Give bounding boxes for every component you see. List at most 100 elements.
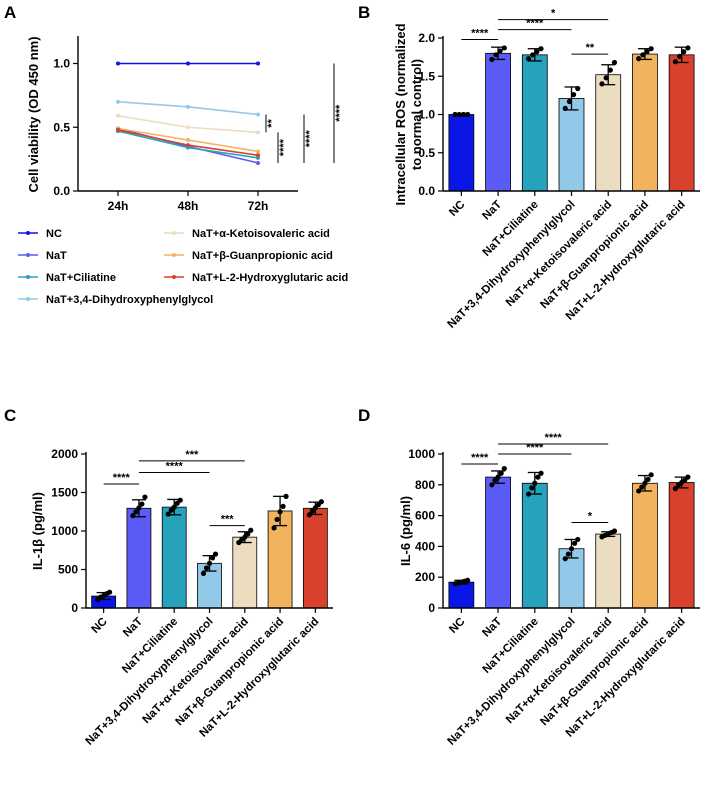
bar [595,74,622,192]
replicate-point [644,49,650,55]
replicate-point [248,527,254,533]
significance-label: ** [586,42,595,54]
bar [521,482,548,609]
replicate-point [611,59,618,66]
y-tick-label: 0.0 [53,184,70,198]
replicate-point [672,59,679,65]
bar [521,54,548,192]
replicate-point [529,485,535,491]
y-tick-label: 0.5 [418,146,435,160]
significance-label: **** [526,442,544,454]
y-tick-label: 0.0 [418,184,435,198]
replicate-point [130,513,136,519]
replicate-point [489,56,495,63]
legend-label: NaT+L-2-Hydroxyglutaric acid [192,272,348,284]
replicate-point [274,516,280,523]
replicate-point [565,551,571,557]
legend-marker [26,297,30,301]
panel-label-a: A [4,3,16,22]
replicate-point [575,85,581,92]
significance-label: **** [166,460,184,472]
significance-label: **** [545,432,563,444]
x-category-label: NC [447,616,467,636]
significance-label: **** [334,104,346,122]
y-axis-label-line: to normal control) [409,59,424,170]
replicate-point [206,560,213,566]
significance-label: *** [221,514,235,526]
replicate-point [648,472,654,478]
replicate-point [607,67,613,73]
replicate-point [280,503,286,509]
replicate-point [139,501,145,507]
x-category-label: NC [90,616,110,636]
replicate-point [636,56,642,62]
replicate-point [277,509,283,515]
y-tick-label: 2.0 [418,31,435,45]
y-tick-label: 0 [71,601,78,615]
panel-label-b: B [358,3,370,22]
replicate-point [525,491,532,497]
replicate-point [535,474,541,480]
data-point [256,153,260,158]
y-tick-label: 1500 [51,486,78,500]
y-axis-label: IL-1β (pg/ml) [30,492,45,570]
replicate-point [525,56,532,62]
replicate-point [306,512,312,518]
replicate-point [460,111,467,118]
y-axis-label-line: Intracellular ROS (normalized [393,23,408,205]
significance-label: *** [185,449,199,461]
y-tick-label: 600 [415,509,435,523]
bar [161,506,187,609]
replicate-point [212,551,219,557]
replicate-point [639,484,645,490]
series-line [117,129,259,157]
replicate-point [538,46,544,52]
replicate-point [209,555,216,561]
replicate-point [575,536,581,543]
replicate-point [568,546,575,552]
data-point [116,127,120,132]
bar [595,533,622,609]
replicate-point [538,470,544,476]
y-axis-label: Cell viability (OD 450 nm) [26,36,41,192]
bar [302,507,328,609]
replicate-point [456,111,462,118]
significance-label: * [551,8,556,20]
chart-b: 0.00.51.01.52.0NC NaTNaT+CiliatineNaT+3,4… [393,8,700,331]
legend-marker [172,275,176,279]
bar [448,114,475,192]
replicate-point [498,470,504,476]
replicate-point [245,531,251,537]
y-tick-label: 2000 [51,447,78,461]
significance-label: * [588,511,593,523]
x-tick-label: 24h [108,199,129,213]
legend-label: NaT [46,250,67,262]
y-tick-label: 1.0 [418,108,435,122]
bar [448,581,475,609]
legend-label: NaT+α-Ketoisovaleric acid [192,228,330,240]
replicate-point [497,48,503,54]
data-point [256,61,260,66]
x-tick-label: 48h [178,199,199,213]
replicate-point [464,577,471,583]
replicate-point [107,589,113,595]
replicate-point [133,509,139,515]
replicate-point [501,466,507,472]
replicate-point [562,105,568,111]
replicate-point [142,494,148,500]
y-tick-label: 400 [415,539,435,553]
x-category-label: NaT [480,616,504,640]
bar [668,482,695,609]
replicate-point [532,480,538,486]
replicate-point [640,52,646,58]
replicate-point [599,81,605,87]
replicate-point [177,497,183,503]
significance-label: **** [278,138,290,156]
data-point [256,130,260,135]
significance-label: **** [113,472,131,484]
y-tick-label: 1.0 [53,57,70,71]
replicate-point [603,75,609,81]
y-tick-label: 500 [58,563,78,577]
legend-marker [26,253,30,257]
